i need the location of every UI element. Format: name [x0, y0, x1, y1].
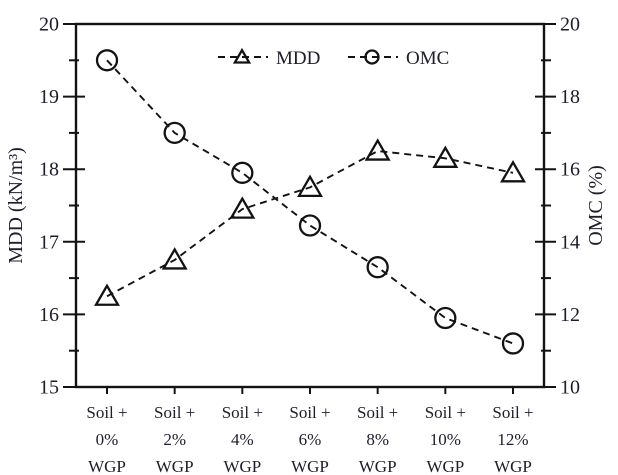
x-category-label: WGP — [88, 457, 126, 475]
series-marker-omc — [298, 214, 322, 237]
x-category-label: 4% — [231, 430, 254, 449]
x-category-label: WGP — [426, 457, 464, 475]
series-line-omc — [106, 59, 514, 345]
right-axis-tick-label: 12 — [560, 304, 580, 326]
left-axis-tick-label: 19 — [39, 86, 59, 108]
series-marker-mdd — [161, 247, 188, 270]
x-category-label: Soil + — [492, 403, 533, 422]
series-line-mdd — [106, 150, 514, 298]
series-marker-mdd — [500, 160, 526, 183]
series-marker-omc — [231, 161, 254, 184]
x-category-label: WGP — [223, 457, 261, 475]
x-category-label: 6% — [299, 430, 322, 449]
right-axis-tick-label: 14 — [560, 231, 580, 253]
right-axis-tick-label: 20 — [560, 14, 580, 36]
legend-label-mdd: MDD — [276, 48, 320, 69]
x-category-label: 2% — [163, 430, 186, 449]
left-axis-tick-label: 20 — [39, 14, 59, 36]
right-axis-title: OMC (%) — [585, 165, 607, 246]
left-axis-tick-label: 16 — [39, 304, 59, 326]
x-category-label: WGP — [291, 457, 329, 475]
series-marker-omc — [366, 256, 389, 279]
x-category-label: Soil + — [357, 403, 398, 422]
left-axis-tick-label: 15 — [39, 377, 59, 399]
x-category-label: Soil + — [86, 403, 127, 422]
x-category-label: Soil + — [289, 403, 330, 422]
x-category-label: 12% — [497, 430, 528, 449]
left-axis-tick-label: 17 — [39, 231, 59, 253]
series-marker-mdd — [364, 138, 391, 161]
series-marker-mdd — [94, 283, 120, 306]
left-axis-tick-label: 18 — [39, 159, 59, 181]
series-marker-omc — [501, 332, 525, 355]
series-marker-omc — [163, 121, 186, 145]
x-category-label: WGP — [156, 457, 194, 475]
x-category-label: Soil + — [154, 403, 195, 422]
x-category-label: 10% — [430, 430, 461, 449]
right-axis-tick-label: 10 — [560, 377, 580, 399]
series-marker-mdd — [297, 174, 323, 198]
x-category-label: 8% — [366, 430, 389, 449]
series-marker-mdd — [229, 196, 256, 219]
series-marker-omc — [95, 49, 119, 72]
series-marker-omc — [434, 306, 457, 330]
x-category-label: Soil + — [222, 403, 263, 422]
x-category-label: 0% — [96, 430, 119, 449]
x-category-label: Soil + — [425, 403, 466, 422]
series-marker-mdd — [432, 145, 459, 168]
left-axis-title: MDD (kN/m³) — [5, 147, 27, 264]
x-category-label: WGP — [494, 457, 532, 475]
right-axis-tick-label: 16 — [560, 159, 580, 181]
legend-marker-mdd — [232, 47, 252, 64]
legend-marker-omc — [364, 49, 380, 65]
plot-frame — [74, 22, 546, 389]
right-axis-tick-label: 18 — [560, 86, 580, 108]
legend-label-omc: OMC — [406, 48, 449, 69]
x-category-label: WGP — [359, 457, 397, 475]
